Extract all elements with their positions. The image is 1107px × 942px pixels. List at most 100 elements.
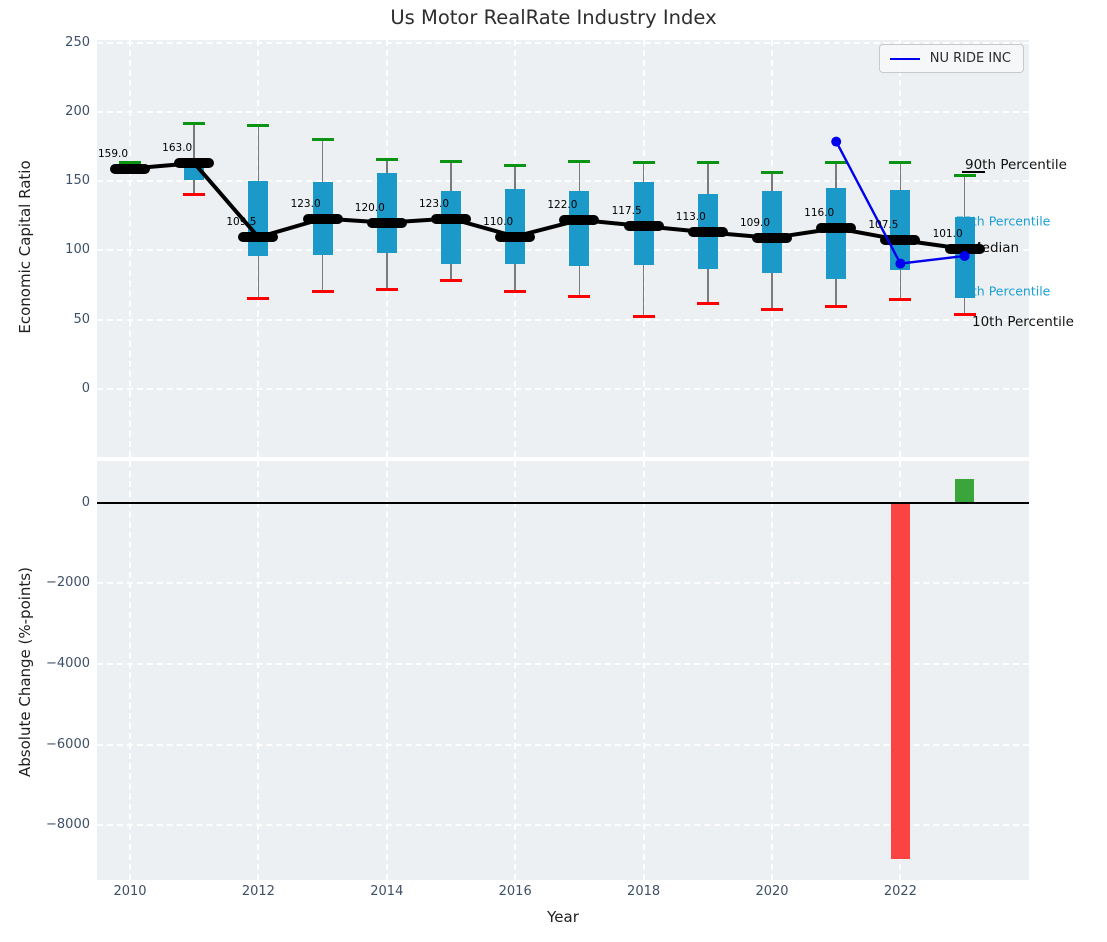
bottom-plot-area [97, 461, 1029, 880]
cap-90th-2019 [696, 160, 719, 164]
cap-10th-2023 [953, 312, 976, 316]
bottom-ytick-label: −8000 [46, 817, 90, 833]
cap-90th-2014 [375, 158, 398, 162]
percentile-box-2014 [376, 172, 397, 254]
median-dash-2017 [559, 214, 600, 225]
cap-10th-2012 [247, 296, 270, 300]
median-dash-2015 [431, 213, 471, 224]
gridline-v [771, 461, 773, 880]
top-ytick-label: 200 [65, 103, 90, 119]
median-value-label-2021: 116.0 [804, 207, 835, 220]
gridline-v [257, 461, 260, 880]
cap-10th-2021 [825, 305, 848, 309]
xtick-label: 2016 [498, 884, 532, 899]
cap-90th-2011 [183, 122, 206, 126]
annotation-25th-percentile: 25th Percentile [956, 283, 1051, 299]
zero-line [97, 501, 1029, 504]
annotation-10th-percentile: 10th Percentile [972, 314, 1074, 330]
xtick-label: 2010 [113, 884, 147, 899]
median-dash-2016 [495, 231, 536, 242]
gridline-h [97, 663, 1029, 665]
legend-entry-label: NU RIDE INC [929, 51, 1011, 66]
percentile-box-2017 [569, 190, 590, 267]
median-dash-2011 [174, 158, 215, 169]
cap-90th-2023 [953, 174, 976, 178]
top-plot-area: 90th Percentile 75th Percentile Median 2… [97, 40, 1074, 457]
percentile-box-2015 [441, 190, 461, 265]
median-dash-2018 [623, 221, 664, 232]
cap-10th-2013 [311, 289, 334, 293]
cap-10th-2011 [183, 192, 206, 196]
change-bar-2023 [955, 478, 975, 503]
percentile-box-2021 [826, 188, 847, 279]
median-dash-2014 [366, 217, 407, 228]
gridline-h [97, 318, 1029, 321]
gridline-h [97, 110, 1029, 113]
top-ytick-label: 150 [65, 173, 90, 189]
xtick-label: 2012 [241, 884, 275, 899]
percentile-box-2022 [890, 190, 911, 270]
gridline-h [97, 180, 1029, 183]
median-dash-2022 [880, 235, 921, 245]
median-dash-2023 [944, 244, 985, 254]
cap-10th-2015 [440, 279, 462, 283]
bottom-ytick-label: −6000 [46, 736, 90, 752]
cap-90th-2016 [504, 163, 527, 167]
annotation-90th-percentile: 90th Percentile [965, 157, 1067, 173]
median-value-label-2018: 117.5 [611, 205, 642, 218]
annotation-leader-line [962, 171, 985, 173]
cap-10th-2022 [889, 298, 912, 302]
cap-90th-2015 [440, 159, 462, 163]
percentile-box-2020 [762, 190, 782, 273]
median-value-label-2010: 159.0 [97, 147, 129, 160]
cap-90th-2010 [119, 160, 141, 164]
cap-90th-2017 [568, 160, 591, 164]
cap-90th-2012 [247, 124, 270, 128]
cap-90th-2013 [311, 138, 334, 142]
median-dash-2020 [752, 232, 792, 243]
cap-10th-2018 [632, 315, 655, 319]
median-value-label-2011: 163.0 [162, 142, 193, 155]
xtick-label: 2020 [755, 884, 789, 899]
company-point-2022 [895, 258, 906, 269]
top-ytick-label: 0 [81, 381, 90, 396]
median-dash-2010 [110, 163, 150, 174]
median-value-label-2013: 123.0 [290, 197, 321, 210]
cap-10th-2017 [568, 294, 591, 298]
median-value-label-2019: 113.0 [675, 211, 706, 224]
change-bar-2022 [890, 502, 910, 860]
legend-box: NU RIDE INC [878, 44, 1024, 73]
cap-10th-2020 [761, 307, 783, 311]
cap-10th-2014 [375, 287, 398, 291]
company-point-2021 [831, 136, 842, 147]
top-ytick-label: 100 [65, 242, 90, 258]
median-dash-2012 [238, 232, 279, 243]
gridline-h [97, 824, 1029, 827]
xtick-label: 2018 [627, 884, 661, 899]
median-value-label-2017: 122.0 [547, 198, 578, 211]
bottom-ytick-label: −2000 [46, 575, 90, 591]
top-ytick-label: 250 [65, 34, 90, 50]
gridline-v [385, 461, 388, 880]
median-dash-2021 [816, 223, 857, 234]
cap-10th-2019 [696, 301, 719, 305]
xtick-label: 2022 [883, 884, 917, 899]
cap-90th-2018 [632, 160, 655, 164]
legend-line-sample [889, 57, 920, 60]
gridline-v [514, 461, 517, 880]
median-value-label-2014: 120.0 [354, 201, 385, 214]
annotation-75th-percentile: 75th Percentile [956, 213, 1051, 229]
gridline-v [129, 461, 131, 880]
median-dash-2013 [302, 213, 343, 224]
median-value-label-2020: 109.0 [739, 216, 771, 229]
company-line-nu-ride-inc [831, 136, 970, 269]
percentile-box-2016 [505, 189, 526, 265]
bottom-ytick-label: 0 [81, 494, 90, 510]
chart-title: Us Motor RealRate Industry Index [390, 6, 717, 29]
bottom-ytick-label: −4000 [46, 656, 90, 671]
gridline-h [97, 388, 1029, 390]
top-ytick-label: 50 [73, 311, 90, 327]
gridline-h [97, 743, 1029, 746]
cap-90th-2022 [889, 160, 912, 164]
gridline-v [129, 40, 131, 457]
